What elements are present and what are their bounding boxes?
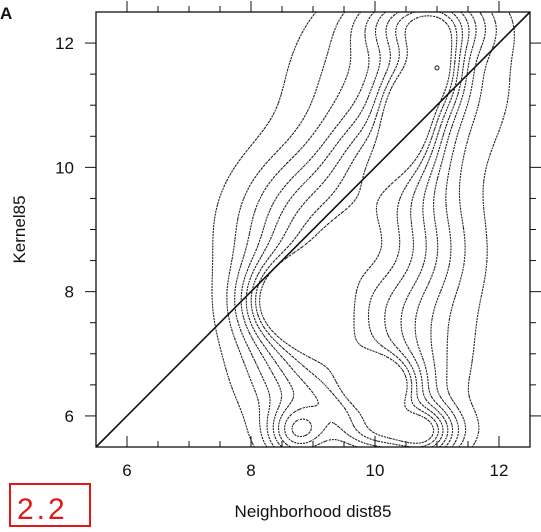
y-tick-label: 6 [65,407,74,426]
contour-line [240,11,477,448]
x-tick-label: 8 [246,461,255,480]
diagonal-reference-line [95,11,531,448]
y-tick-label: 10 [55,158,74,177]
x-axis-label: Neighborhood dist85 [235,502,392,521]
y-tick-label: 8 [65,283,74,302]
corner-mark-text: 2.2 [17,493,68,526]
contour-line [250,11,463,448]
contour-line [245,11,470,448]
panel-label: A [0,4,13,23]
contour-line [211,11,515,448]
contour-line [255,11,458,448]
y-axis-label: Kernel85 [10,195,29,263]
x-tick-label: 12 [490,461,509,480]
axis-ticks: 6 8 10 12 6 8 10 12 [55,1,541,480]
contour-line [234,11,486,448]
corner-mark: 2.2 [9,483,91,527]
contour-line [226,11,497,448]
contour-lines [211,11,515,448]
x-tick-label: 6 [122,461,131,480]
peak-marker [434,65,440,71]
contour-line [259,15,453,444]
y-tick-label: 12 [55,34,74,53]
x-tick-label: 10 [366,461,385,480]
